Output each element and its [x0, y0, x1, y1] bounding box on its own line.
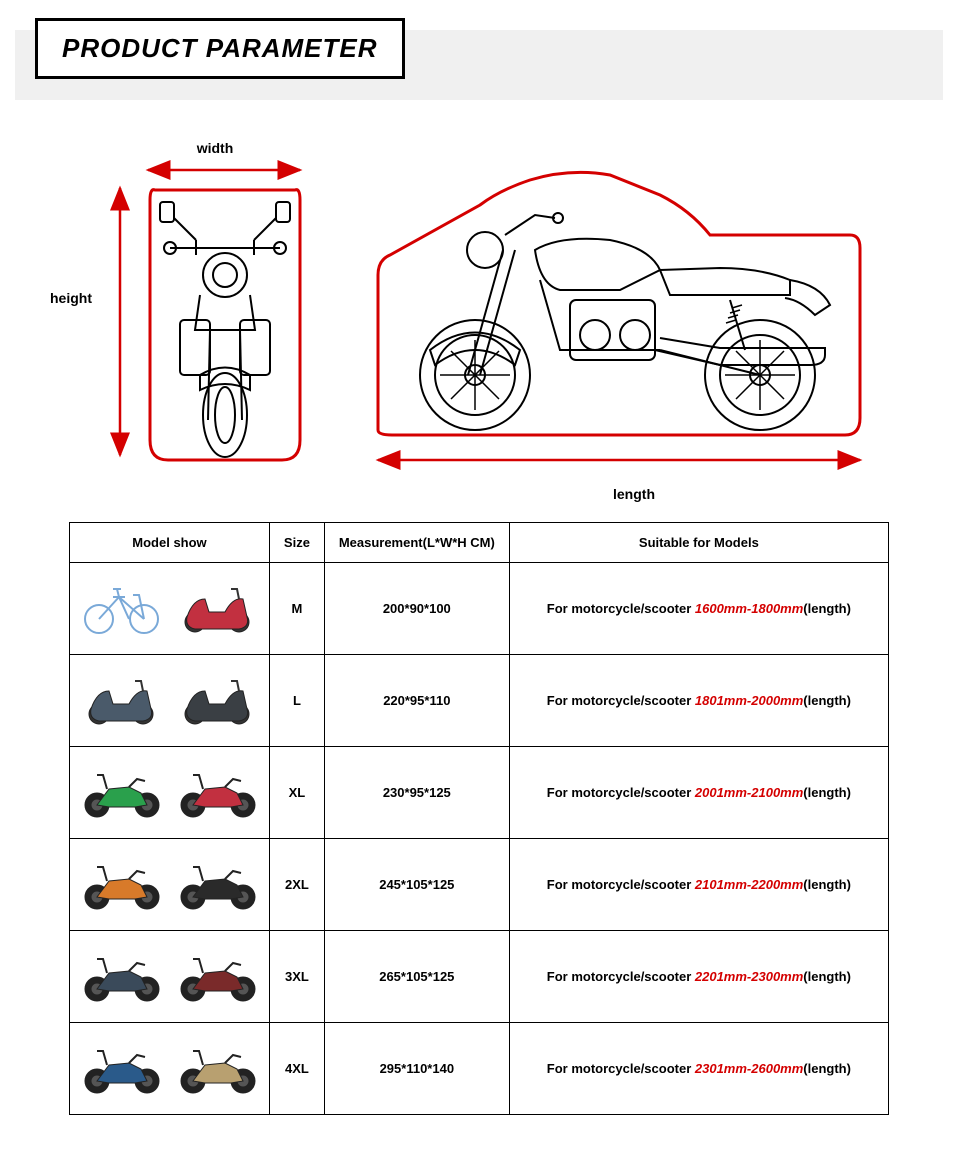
moto-thumb-icon: [175, 945, 260, 1008]
measurement-cell: 200*90*100: [324, 563, 509, 655]
measurement-cell: 245*105*125: [324, 839, 509, 931]
moto-thumb-icon: [175, 761, 260, 824]
moto-thumb-icon: [79, 853, 164, 916]
measurement-cell: 230*95*125: [324, 747, 509, 839]
table-row: 2XL 245*105*125 For motorcycle/scooter 2…: [70, 839, 889, 931]
moto-thumb-icon: [79, 669, 164, 732]
length-range: 1801mm-2000mm: [695, 693, 803, 708]
moto-thumb-icon: [175, 577, 260, 640]
length-range: 2001mm-2100mm: [695, 785, 803, 800]
size-cell: 3XL: [269, 931, 324, 1023]
size-cell: M: [269, 563, 324, 655]
model-thumbs: [70, 931, 270, 1023]
model-thumbs: [70, 655, 270, 747]
model-thumbs: [70, 839, 270, 931]
col-suitable: Suitable for Models: [509, 523, 888, 563]
measurement-cell: 220*95*110: [324, 655, 509, 747]
moto-thumb-icon: [175, 1037, 260, 1100]
length-range: 1600mm-1800mm: [695, 601, 803, 616]
suitable-cell: For motorcycle/scooter 2301mm-2600mm(len…: [509, 1023, 888, 1115]
table-row: 4XL 295*110*140 For motorcycle/scooter 2…: [70, 1023, 889, 1115]
moto-thumb-icon: [79, 577, 164, 640]
side-view-block: length: [360, 140, 908, 502]
moto-thumb-icon: [79, 1037, 164, 1100]
col-measurement: Measurement(L*W*H CM): [324, 523, 509, 563]
table-row: L 220*95*110 For motorcycle/scooter 1801…: [70, 655, 889, 747]
length-range: 2101mm-2200mm: [695, 877, 803, 892]
front-view-block: height width: [50, 140, 330, 470]
suitable-cell: For motorcycle/scooter 2201mm-2300mm(len…: [509, 931, 888, 1023]
model-thumbs: [70, 1023, 270, 1115]
size-table: Model show Size Measurement(L*W*H CM) Su…: [69, 522, 889, 1115]
height-label: height: [50, 290, 92, 306]
front-view-diagram: [100, 160, 330, 470]
measurement-cell: 265*105*125: [324, 931, 509, 1023]
table-row: M 200*90*100 For motorcycle/scooter 1600…: [70, 563, 889, 655]
measurement-cell: 295*110*140: [324, 1023, 509, 1115]
length-range: 2301mm-2600mm: [695, 1061, 803, 1076]
diagram-area: height width: [50, 140, 908, 502]
table-header-row: Model show Size Measurement(L*W*H CM) Su…: [70, 523, 889, 563]
moto-thumb-icon: [175, 853, 260, 916]
page-title: PRODUCT PARAMETER: [35, 18, 405, 79]
moto-thumb-icon: [175, 669, 260, 732]
size-cell: L: [269, 655, 324, 747]
moto-thumb-icon: [79, 761, 164, 824]
suitable-cell: For motorcycle/scooter 1801mm-2000mm(len…: [509, 655, 888, 747]
table-row: XL 230*95*125 For motorcycle/scooter 200…: [70, 747, 889, 839]
size-cell: XL: [269, 747, 324, 839]
length-range: 2201mm-2300mm: [695, 969, 803, 984]
suitable-cell: For motorcycle/scooter 1600mm-1800mm(len…: [509, 563, 888, 655]
model-thumbs: [70, 747, 270, 839]
table-row: 3XL 265*105*125 For motorcycle/scooter 2…: [70, 931, 889, 1023]
col-model-show: Model show: [70, 523, 270, 563]
header-bar: PRODUCT PARAMETER: [15, 30, 943, 100]
moto-thumb-icon: [79, 945, 164, 1008]
model-thumbs: [70, 563, 270, 655]
suitable-cell: For motorcycle/scooter 2101mm-2200mm(len…: [509, 839, 888, 931]
size-cell: 2XL: [269, 839, 324, 931]
width-label: width: [100, 140, 330, 156]
side-view-diagram: [360, 140, 870, 480]
col-size: Size: [269, 523, 324, 563]
size-cell: 4XL: [269, 1023, 324, 1115]
suitable-cell: For motorcycle/scooter 2001mm-2100mm(len…: [509, 747, 888, 839]
length-label: length: [360, 486, 908, 502]
